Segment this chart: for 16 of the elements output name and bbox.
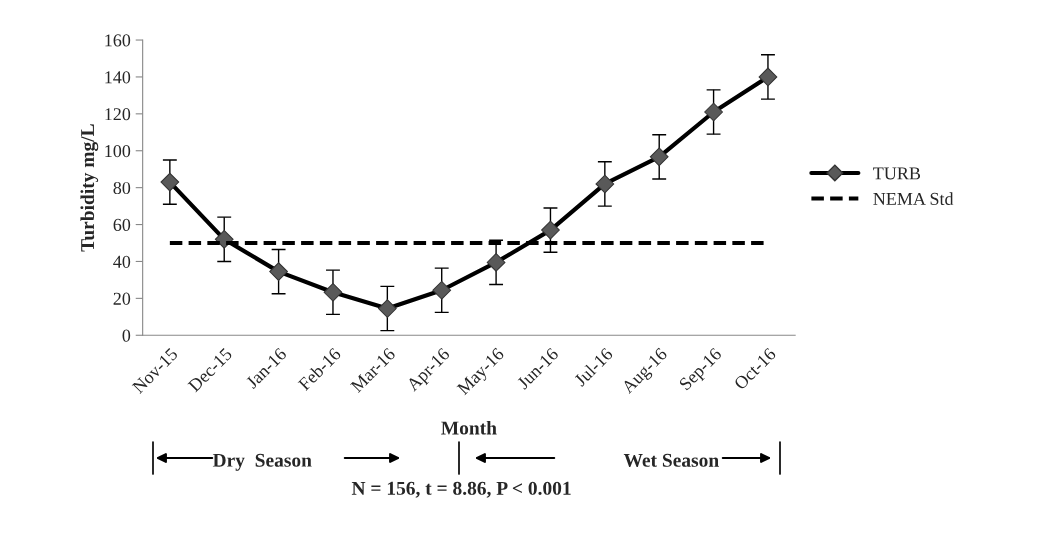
y-tick-label: 60 <box>113 218 131 231</box>
legend-label: TURB <box>873 167 921 180</box>
y-tick-label: 80 <box>113 181 131 195</box>
y-tick-label: 120 <box>105 108 131 121</box>
y-tick-label: 100 <box>105 145 131 158</box>
y-tick-label: 0 <box>122 329 131 342</box>
y-tick-label: 20 <box>113 292 131 305</box>
text: Dry Season <box>212 453 312 471</box>
x-axis-title: Month <box>441 420 497 435</box>
text: Wet Season <box>623 453 719 467</box>
y-tick-label: 40 <box>113 255 131 268</box>
y-tick-label: 140 <box>105 71 131 84</box>
legend-label: NEMA Std <box>873 192 954 205</box>
y-axis-title: Turbidity mg/L <box>80 124 99 252</box>
text: N = 156, t = 8.86, P < 0.001 <box>351 481 571 498</box>
y-tick-label: 160 <box>105 34 131 47</box>
